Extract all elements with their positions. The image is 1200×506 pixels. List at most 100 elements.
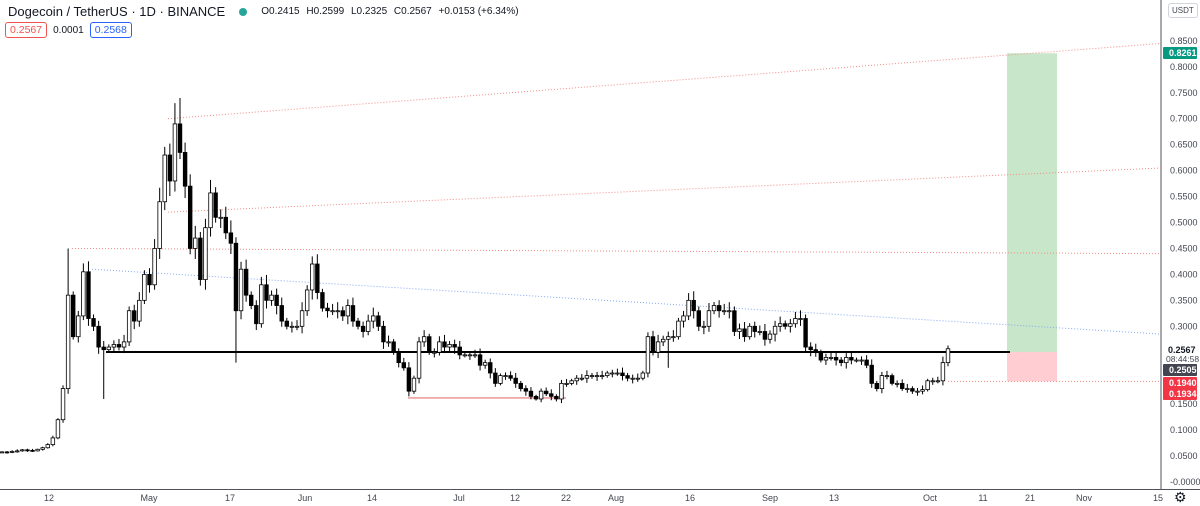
candle-body bbox=[828, 357, 834, 359]
candle bbox=[310, 256, 315, 300]
candle-body bbox=[60, 388, 66, 421]
candle bbox=[544, 387, 549, 396]
candle bbox=[676, 317, 681, 340]
candle bbox=[132, 304, 137, 330]
settings-gear-icon[interactable]: ⚙ bbox=[1174, 489, 1187, 505]
price-tick-label: 0.3500 bbox=[1170, 295, 1198, 305]
symbol-title[interactable]: Dogecoin / TetherUS · 1D · BINANCE bbox=[8, 4, 226, 19]
candle-body bbox=[20, 449, 25, 452]
candle bbox=[513, 373, 518, 388]
candle bbox=[213, 187, 218, 223]
candle bbox=[355, 317, 361, 330]
candle bbox=[915, 387, 920, 396]
candle-body bbox=[686, 299, 691, 317]
candle-body bbox=[315, 263, 320, 293]
candle-body bbox=[310, 263, 315, 291]
candle bbox=[564, 378, 569, 387]
candle-body bbox=[905, 388, 910, 390]
candle-body bbox=[696, 310, 701, 327]
candle bbox=[584, 370, 590, 383]
candle bbox=[432, 348, 437, 358]
candle-body bbox=[859, 359, 864, 362]
candle-body bbox=[727, 310, 732, 313]
candle bbox=[635, 373, 640, 382]
candle-body bbox=[630, 377, 635, 380]
price-tick-label: 0.6000 bbox=[1170, 166, 1198, 176]
candle bbox=[177, 97, 183, 160]
candle bbox=[254, 300, 259, 331]
candle-body bbox=[193, 237, 198, 249]
candle-body bbox=[177, 123, 183, 153]
candle bbox=[889, 373, 895, 386]
candle-body bbox=[50, 437, 56, 446]
candle-body bbox=[915, 390, 920, 393]
candle bbox=[55, 418, 61, 440]
candle bbox=[905, 383, 910, 393]
candle bbox=[182, 142, 188, 199]
position-profit-zone bbox=[1007, 53, 1057, 352]
candle bbox=[874, 380, 879, 392]
candle-body bbox=[391, 341, 396, 353]
candle-body bbox=[223, 216, 228, 234]
candle bbox=[864, 355, 869, 369]
candle-body bbox=[513, 377, 518, 384]
candle-body bbox=[472, 354, 478, 357]
time-tick-label: 13 bbox=[829, 493, 839, 503]
candle bbox=[416, 336, 422, 384]
candle bbox=[640, 370, 646, 381]
market-status-icon bbox=[239, 7, 248, 16]
candle-body bbox=[91, 318, 96, 327]
candle-body bbox=[416, 341, 422, 379]
time-tick-label: May bbox=[140, 493, 158, 503]
close-value: C0.2567 bbox=[393, 6, 432, 17]
candle-body bbox=[157, 201, 162, 249]
candle-body bbox=[396, 351, 401, 364]
candle-body bbox=[371, 315, 376, 322]
change-value: +0.0153 (+6.34%) bbox=[438, 6, 519, 17]
candle bbox=[579, 374, 585, 381]
candle-body bbox=[762, 331, 768, 340]
candle-body bbox=[493, 372, 498, 384]
candle bbox=[793, 311, 798, 328]
candle bbox=[472, 349, 478, 359]
candle bbox=[315, 254, 320, 300]
sell-button[interactable]: 0.2567 bbox=[5, 22, 48, 38]
candle bbox=[589, 372, 595, 379]
candle bbox=[376, 311, 381, 331]
candle-body bbox=[126, 310, 132, 343]
candle bbox=[900, 379, 905, 391]
candle-body bbox=[833, 357, 839, 361]
candle bbox=[477, 348, 483, 371]
candle-body bbox=[442, 341, 447, 348]
candle bbox=[284, 317, 290, 330]
candle-body bbox=[35, 448, 40, 452]
candle bbox=[187, 174, 193, 255]
candle-body bbox=[254, 305, 259, 325]
candle bbox=[879, 371, 885, 394]
candle bbox=[533, 394, 539, 401]
time-tick-label: 15 bbox=[1153, 493, 1163, 503]
candle bbox=[45, 443, 50, 449]
candle-body bbox=[554, 395, 559, 400]
candle bbox=[482, 359, 488, 369]
candle bbox=[259, 276, 264, 328]
price-tick-label: 0.1500 bbox=[1170, 399, 1198, 409]
price-tick-label: -0.0000 bbox=[1170, 477, 1200, 487]
candle bbox=[411, 375, 417, 394]
candle-body bbox=[869, 364, 874, 384]
candle-body bbox=[427, 336, 432, 353]
candle bbox=[945, 345, 951, 367]
candle bbox=[854, 357, 859, 363]
buy-button[interactable]: 0.2568 bbox=[89, 22, 132, 38]
stop-price-2-label: 0.1934 bbox=[1169, 389, 1197, 399]
candle bbox=[198, 231, 203, 286]
candle bbox=[508, 371, 513, 381]
candle-body bbox=[447, 344, 452, 348]
candle-body bbox=[879, 375, 885, 389]
candle bbox=[940, 356, 946, 386]
candle bbox=[65, 248, 71, 394]
candle bbox=[162, 146, 167, 211]
fib-line-top bbox=[167, 42, 1162, 120]
currency-button[interactable]: USDT bbox=[1168, 3, 1198, 18]
